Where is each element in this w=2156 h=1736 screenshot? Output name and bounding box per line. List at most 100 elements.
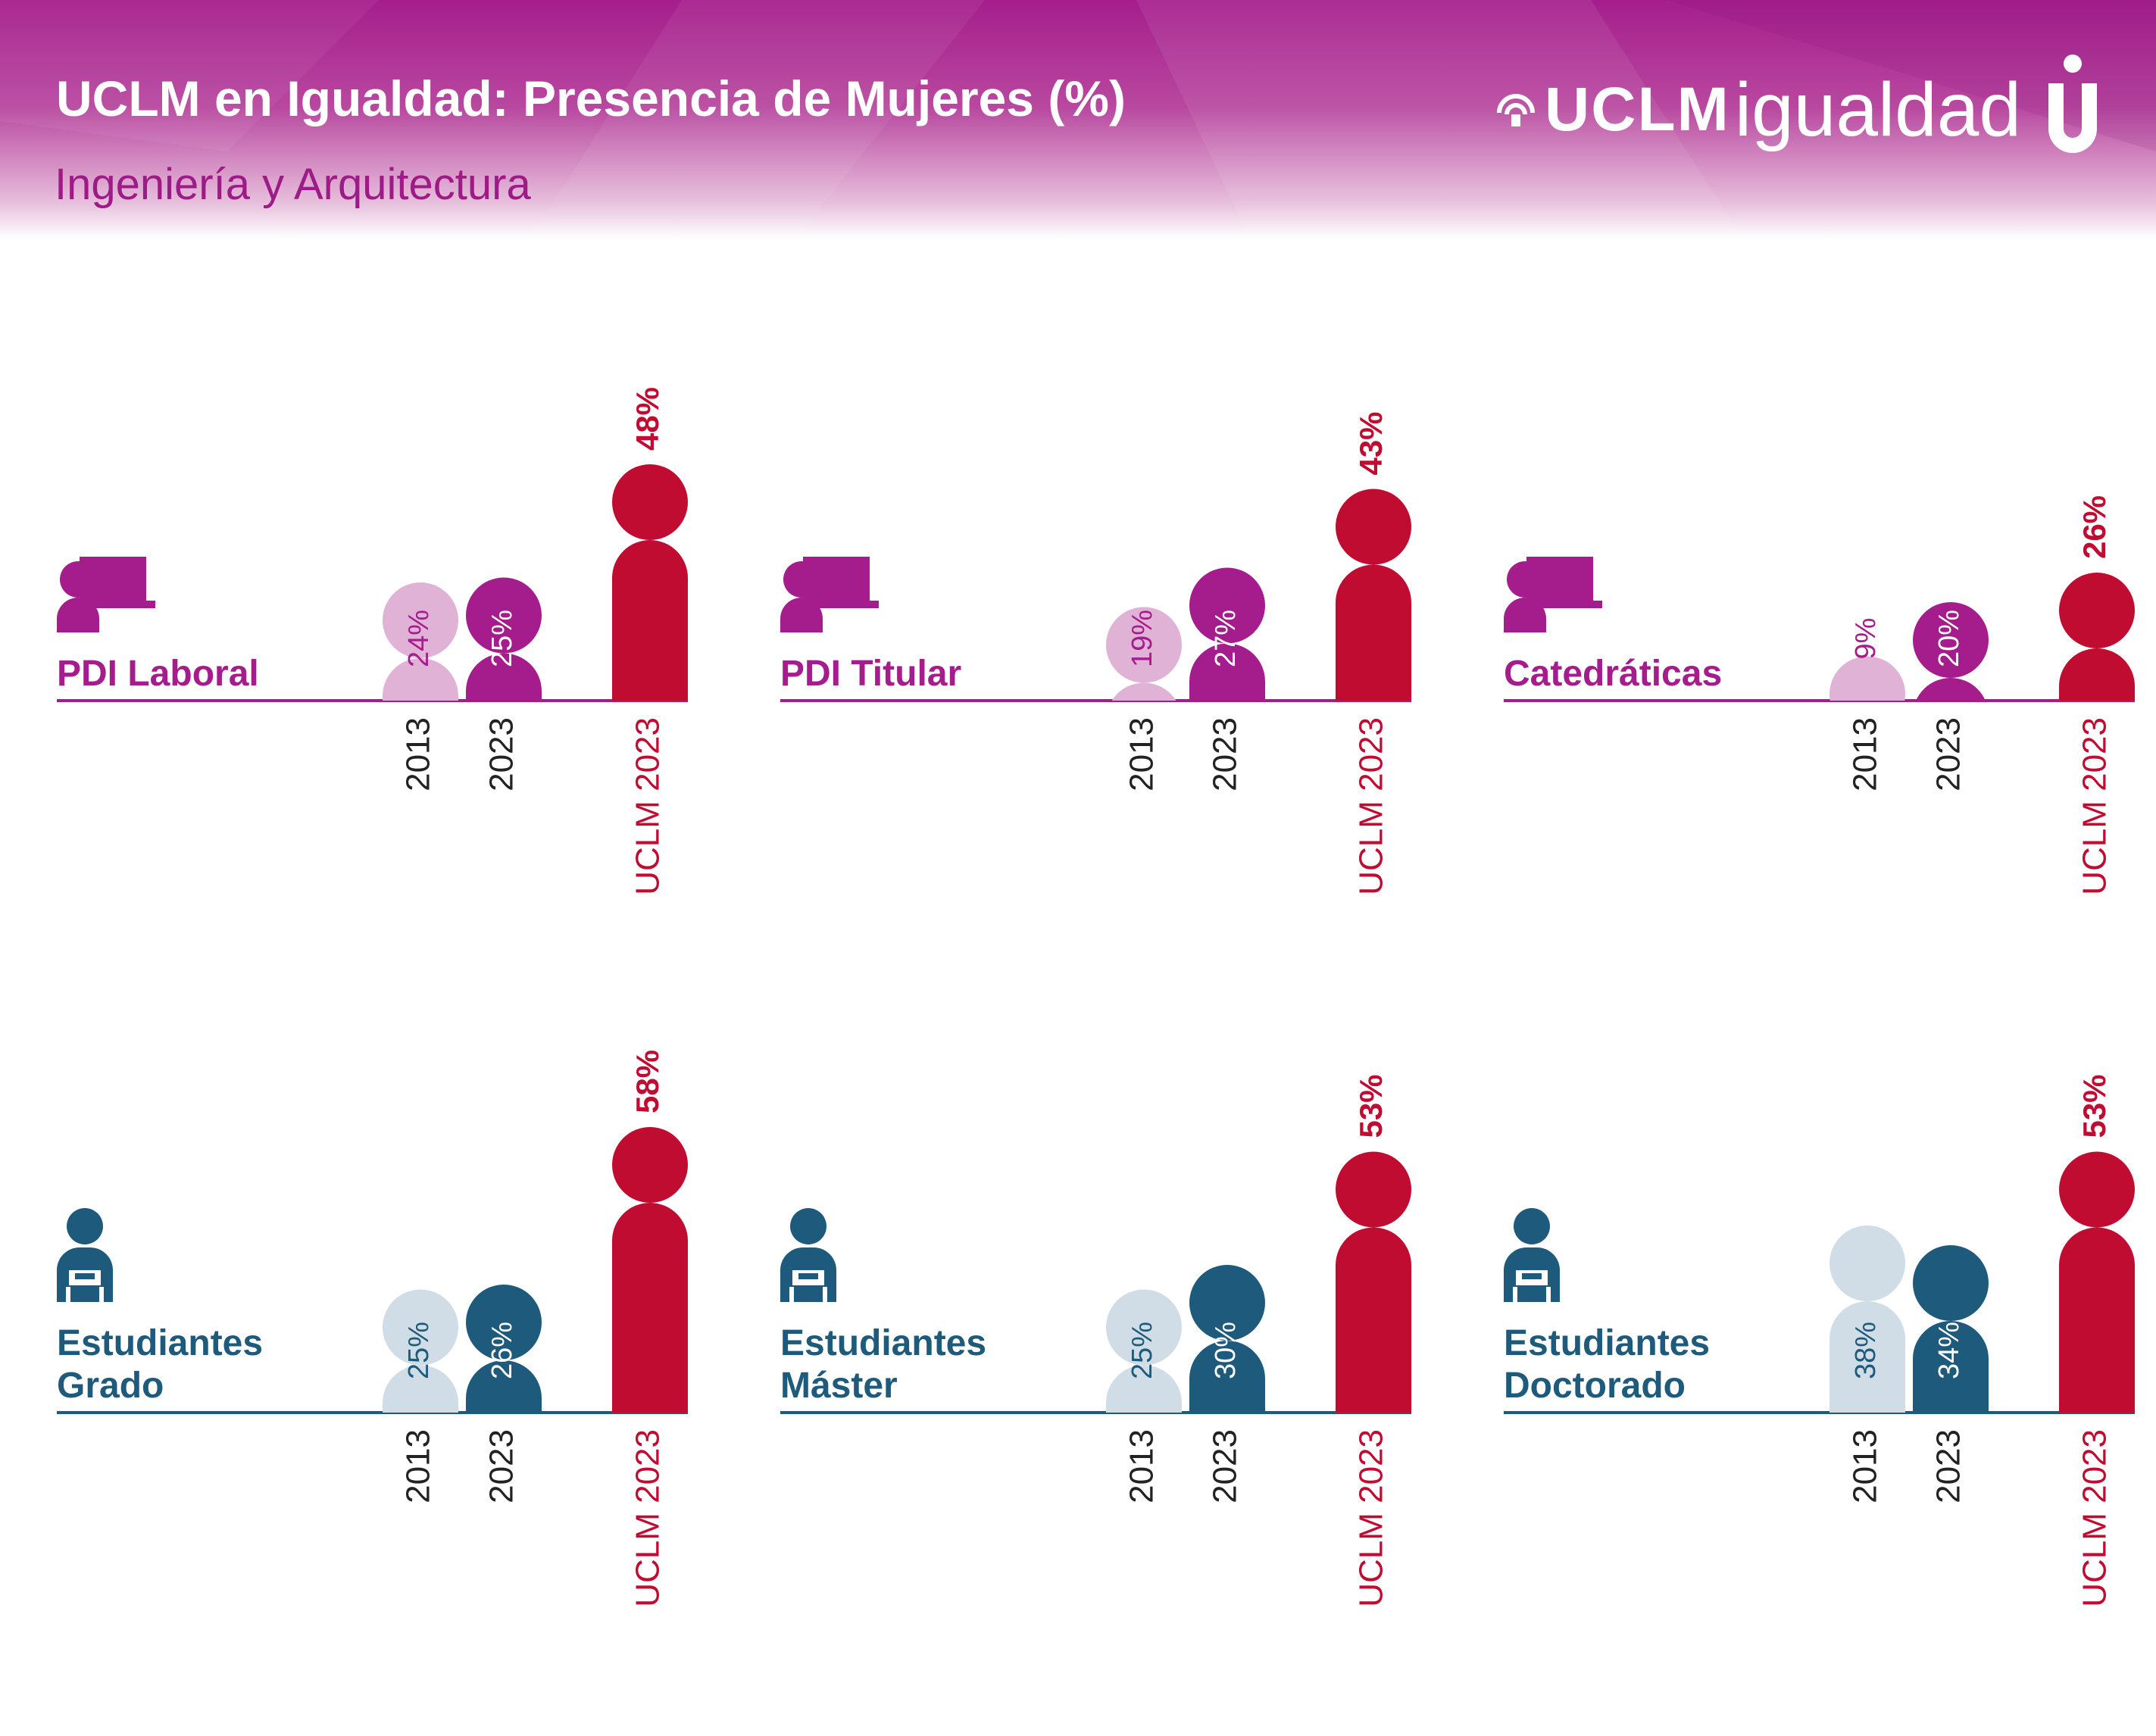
figure-uclm <box>1336 1151 1411 1413</box>
figure-head <box>1189 1265 1265 1341</box>
category-label: UCLM 2023 <box>1353 717 1390 895</box>
category-label: 2023 <box>1930 1429 1967 1503</box>
figure-2013 <box>1106 607 1182 701</box>
screen-icon-part <box>73 601 155 608</box>
category-label: UCLM 2023 <box>630 717 667 895</box>
value-label: 25% <box>1126 1322 1158 1379</box>
figure-head <box>2059 573 2135 648</box>
value-label: 34% <box>1933 1322 1965 1379</box>
logo-u-icon <box>2048 55 2097 153</box>
category-label: 2013 <box>1847 717 1884 792</box>
figure-2013 <box>1829 656 1905 701</box>
figure-head <box>1829 1226 1905 1301</box>
figure-body <box>1913 1321 1989 1413</box>
uclm-igualdad-logo: UCLM igualdad <box>1493 53 2103 167</box>
panel-label: PDI Titular <box>780 654 961 694</box>
category-label: 2013 <box>1847 1429 1884 1503</box>
figure-head <box>612 464 688 540</box>
figure-body <box>383 658 458 701</box>
category-label: 2023 <box>1207 1429 1244 1503</box>
value-label: 25% <box>486 610 518 667</box>
category-label: 2013 <box>400 717 437 792</box>
category-label: UCLM 2023 <box>2076 1429 2114 1607</box>
student-strap-icon-part <box>789 1287 794 1302</box>
student-head-icon-part <box>67 1208 103 1244</box>
student-strap-icon-part <box>1546 1287 1551 1302</box>
person-head-icon-part <box>60 561 96 598</box>
logo-igualdad-text: igualdad <box>1734 67 2021 152</box>
figure-body <box>1336 564 1411 701</box>
chart-panel: PDI Titular 19% 2013 27% 2023 43% UCLM 2023 <box>780 411 1411 895</box>
figure-body <box>466 653 542 701</box>
student-strap-icon-part <box>66 1287 70 1302</box>
value-label: 26% <box>486 1322 518 1379</box>
figure-head <box>2059 1151 2135 1228</box>
category-label: UCLM 2023 <box>1353 1429 1390 1607</box>
page-title: UCLM en Igualdad: Presencia de Mujeres (… <box>56 70 1126 126</box>
figure-body <box>1106 682 1182 701</box>
figure-head <box>612 1127 688 1203</box>
category-label: 2013 <box>1123 1429 1161 1503</box>
value-label-uclm: 48% <box>630 387 665 451</box>
category-label: 2023 <box>1207 717 1244 792</box>
figure-head <box>383 1289 458 1366</box>
student-strap-icon-part <box>823 1287 827 1302</box>
figure-body <box>1189 643 1265 701</box>
category-label: 2023 <box>483 1429 520 1503</box>
value-label: 38% <box>1850 1322 1882 1379</box>
student-strap-icon-part <box>1513 1287 1517 1302</box>
panel-label: PDI Laboral <box>57 654 259 694</box>
panel-label: Catedráticas <box>1504 654 1722 694</box>
screen-icon-part <box>797 601 879 608</box>
category-label: 2013 <box>400 1429 437 1503</box>
chart-panel: Catedráticas 9% 2013 20% 2023 26% UCLM 2023 <box>1504 495 2135 895</box>
figure-uclm <box>2059 1151 2135 1413</box>
figure-body <box>1336 1227 1411 1413</box>
figure-uclm <box>1336 489 1411 701</box>
student-strap-icon-part <box>99 1287 104 1302</box>
figure-head <box>1189 567 1265 644</box>
figure-body <box>1106 1365 1182 1413</box>
panel-label: Estudiantes <box>57 1323 263 1363</box>
person-body-icon-part <box>780 598 823 632</box>
value-label-uclm: 53% <box>1353 1074 1389 1138</box>
figure-head <box>1336 1151 1411 1228</box>
panel-label: Grado <box>57 1366 164 1406</box>
figure-2023 <box>466 1285 542 1413</box>
value-label: 27% <box>1210 610 1242 667</box>
header-facets <box>0 0 2156 239</box>
figure-2013 <box>1106 1289 1182 1413</box>
figure-body <box>2059 1227 2135 1413</box>
screen-icon-part <box>1520 601 1602 608</box>
value-label: 20% <box>1933 610 1965 667</box>
chart-panel: PDI Laboral 24% 2013 25% 2023 48% UCLM 2023 <box>57 387 688 895</box>
panel-label: Máster <box>780 1366 898 1406</box>
value-label-uclm: 43% <box>1353 411 1389 475</box>
person-body-icon-part <box>57 598 99 632</box>
figure-2023 <box>1189 567 1265 701</box>
figure-2023 <box>1189 1265 1265 1413</box>
signal-icon <box>1497 94 1536 126</box>
student-head-icon-part <box>1514 1208 1550 1244</box>
student-collar-icon-part <box>1522 1273 1542 1279</box>
figure-body <box>612 1203 688 1413</box>
value-label: 24% <box>403 610 435 667</box>
category-label: UCLM 2023 <box>2076 717 2114 895</box>
figure-uclm <box>612 464 688 701</box>
student-head-icon-part <box>790 1208 826 1244</box>
value-label-uclm: 53% <box>2076 1074 2112 1138</box>
figure-head <box>1829 656 1905 701</box>
figure-2023 <box>466 577 542 701</box>
figure-uclm <box>2059 573 2135 701</box>
figure-head <box>1913 1245 1989 1321</box>
category-label: 2023 <box>1930 717 1967 792</box>
figure-head <box>383 582 458 658</box>
logo-uclm-text: UCLM <box>1545 75 1730 144</box>
figure-2023 <box>1913 602 1989 701</box>
figure-body <box>383 1365 458 1413</box>
figure-body <box>1829 1301 1905 1413</box>
